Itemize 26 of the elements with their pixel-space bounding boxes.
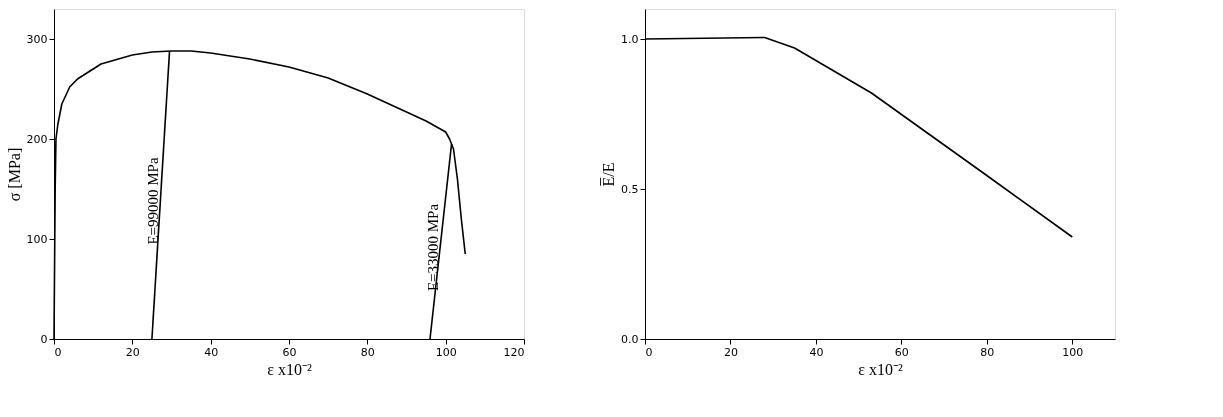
annotation: E=99000 MPa	[144, 157, 161, 245]
x-tick-label: 20	[723, 345, 738, 359]
x-tick-label: 60	[282, 345, 297, 359]
y-axis-title: σ [MPa]	[5, 147, 23, 202]
y-tick-label: 0	[40, 332, 48, 346]
x-tick-label: 40	[809, 345, 824, 359]
x-tick-label: 60	[894, 345, 909, 359]
y-tick-label: 1.0	[621, 32, 639, 46]
x-axis-title: ε x10⁻²	[858, 360, 903, 378]
annotation: E=33000 MPa	[424, 203, 441, 292]
x-axis-title: ε x10⁻²	[267, 360, 312, 378]
y-tick-label: 0.5	[621, 182, 639, 196]
y-tick-label: 0.0	[621, 332, 639, 346]
x-tick-label: 20	[125, 345, 140, 359]
x-tick-label: 40	[204, 345, 219, 359]
y-axis-title: E̅/E	[600, 162, 618, 187]
x-tick-label: 80	[360, 345, 375, 359]
y-tick-label: 100	[26, 232, 48, 246]
x-tick-label: 80	[980, 345, 995, 359]
x-tick-label: 120	[503, 345, 525, 359]
y-tick-label: 200	[26, 132, 48, 146]
x-tick-label: 0	[645, 345, 653, 359]
y-tick-label: 300	[26, 32, 48, 46]
x-tick-label: 100	[435, 345, 457, 359]
x-tick-label: 100	[1062, 345, 1084, 359]
x-tick-label: 0	[54, 345, 62, 359]
